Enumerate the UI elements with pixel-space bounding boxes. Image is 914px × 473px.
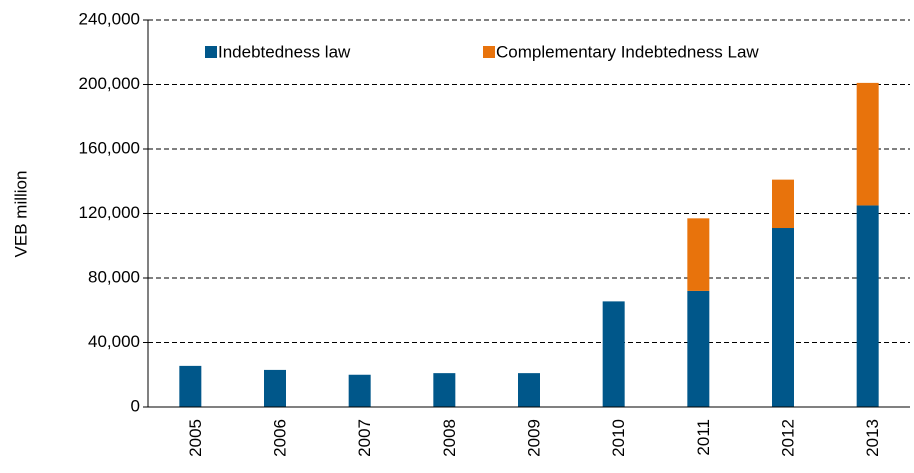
legend-label: Complementary Indebtedness Law [496,42,759,61]
bar-segment [518,373,540,407]
x-tick-label: 2006 [270,419,289,457]
x-tick-label: 2012 [778,419,797,457]
x-tick-label: 2011 [694,419,713,456]
y-tick-label: 120,000 [79,203,140,222]
bar-segment [856,82,879,206]
bar-segment [687,218,710,291]
bar-segment [687,290,710,407]
legend-swatch [205,46,217,58]
bar-segment [179,365,202,407]
y-tick-label: 200,000 [79,74,140,93]
y-axis-label: VEB million [11,171,30,258]
x-tick-label: 2007 [355,419,374,457]
bar-segment [772,228,794,407]
x-tick-label: 2008 [440,419,459,457]
bar-segment [433,373,456,407]
bar-segment [348,374,371,407]
y-tick-label: 40,000 [88,332,140,351]
bar-segment [264,369,286,407]
bar-segment [602,301,625,407]
y-tick-label: 80,000 [88,267,140,286]
x-tick-label: 2013 [863,419,882,457]
legend-label: Indebtedness law [218,42,351,61]
y-tick-label: 160,000 [79,138,140,157]
x-tick-label: 2009 [524,419,543,457]
x-tick-label: 2005 [186,419,205,457]
bar-segment [772,179,794,229]
legend-swatch [483,46,495,58]
y-tick-label: 0 [131,396,140,415]
x-tick-label: 2010 [609,419,628,457]
y-tick-label: 240,000 [79,9,140,28]
bar-segment [856,205,879,407]
